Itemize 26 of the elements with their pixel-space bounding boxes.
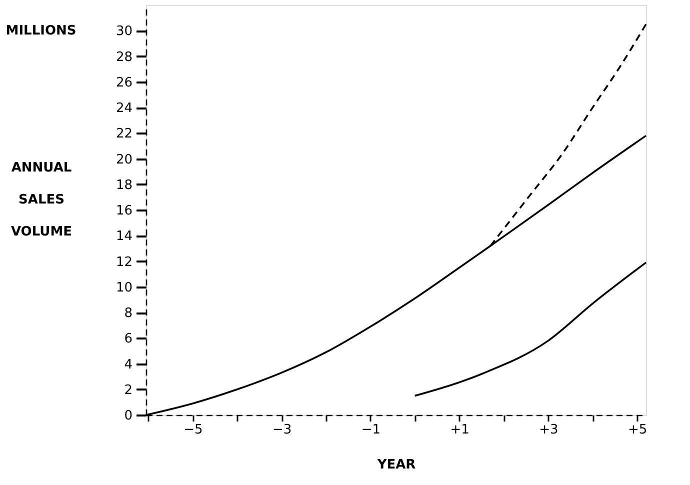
x-axis-title: YEAR xyxy=(376,458,416,472)
x-tick-label: −3 xyxy=(272,422,292,438)
y-tick-label: 10 xyxy=(116,280,132,296)
y-tick-label: 28 xyxy=(116,50,132,65)
text: MILLIONS xyxy=(6,24,76,39)
y-tick-label: 16 xyxy=(116,204,132,218)
y-tick-label: 2 xyxy=(124,382,132,398)
y-tick-label: 12 xyxy=(116,254,132,270)
y-tick-label: 26 xyxy=(116,75,132,90)
y-tick-label: 20 xyxy=(116,152,132,168)
x-tick-label: +3 xyxy=(539,422,558,438)
text: ANNUAL SALES VOLUME xyxy=(10,160,72,240)
y-tick-label: 6 xyxy=(124,332,132,347)
x-tick-label: +5 xyxy=(628,422,648,438)
y-tick-label: 18 xyxy=(116,178,132,193)
x-tick-label: −1 xyxy=(361,422,381,438)
y-tick-label: 24 xyxy=(116,101,132,116)
y-tick-label: 14 xyxy=(116,229,132,244)
y-tick-label: 22 xyxy=(116,126,132,142)
x-tick-label: +1 xyxy=(450,422,470,438)
y-tick-label: 0 xyxy=(124,408,132,424)
x-tick-label: −5 xyxy=(184,422,203,438)
line-series xyxy=(414,262,647,397)
y-tick-label: 30 xyxy=(116,24,132,40)
y-tick-label: 8 xyxy=(124,306,132,321)
y-tick-label: 4 xyxy=(124,357,132,372)
